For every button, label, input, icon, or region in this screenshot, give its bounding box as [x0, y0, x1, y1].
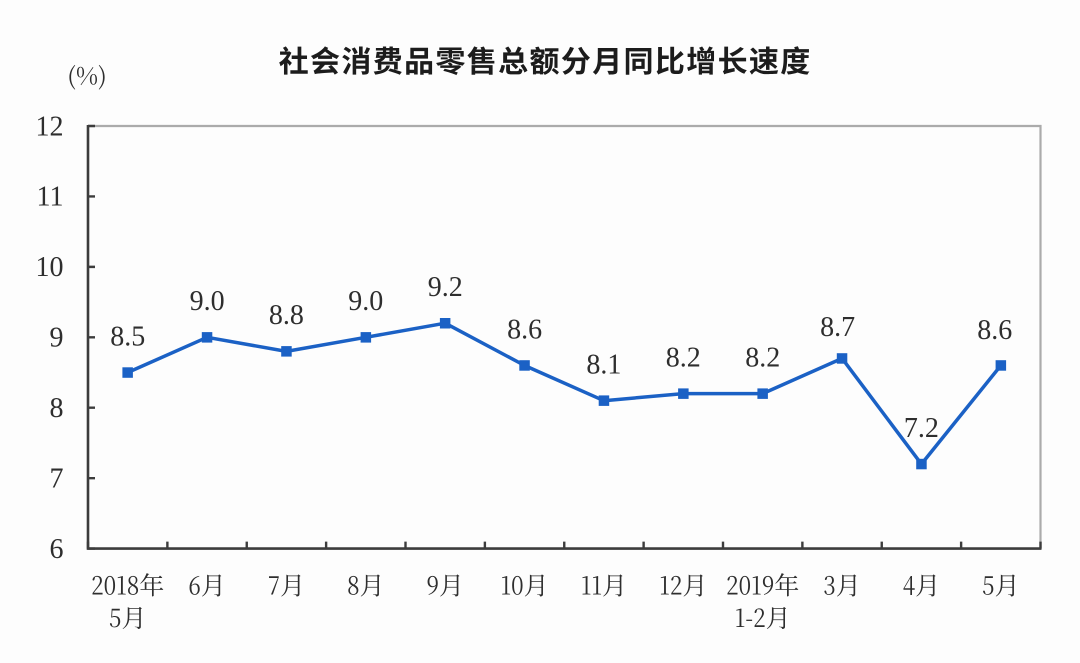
- svg-text:7: 7: [50, 464, 64, 495]
- svg-text:12: 12: [36, 111, 64, 142]
- svg-text:8.6: 8.6: [507, 314, 542, 345]
- svg-text:9.0: 9.0: [190, 286, 225, 317]
- svg-text:10: 10: [36, 252, 64, 283]
- svg-text:6: 6: [50, 534, 64, 565]
- svg-text:8: 8: [50, 393, 64, 424]
- svg-text:8.5: 8.5: [110, 321, 145, 352]
- svg-text:9.0: 9.0: [348, 286, 383, 317]
- svg-text:8.1: 8.1: [586, 350, 621, 381]
- svg-text:8.6: 8.6: [977, 315, 1012, 346]
- svg-text:9: 9: [50, 323, 64, 354]
- svg-text:8.8: 8.8: [269, 300, 304, 331]
- svg-text:8.2: 8.2: [745, 342, 780, 373]
- svg-text:7.2: 7.2: [904, 413, 939, 444]
- svg-text:8.2: 8.2: [666, 342, 701, 373]
- svg-text:9.2: 9.2: [428, 272, 463, 303]
- svg-text:8.7: 8.7: [820, 312, 855, 343]
- svg-text:11: 11: [37, 182, 64, 213]
